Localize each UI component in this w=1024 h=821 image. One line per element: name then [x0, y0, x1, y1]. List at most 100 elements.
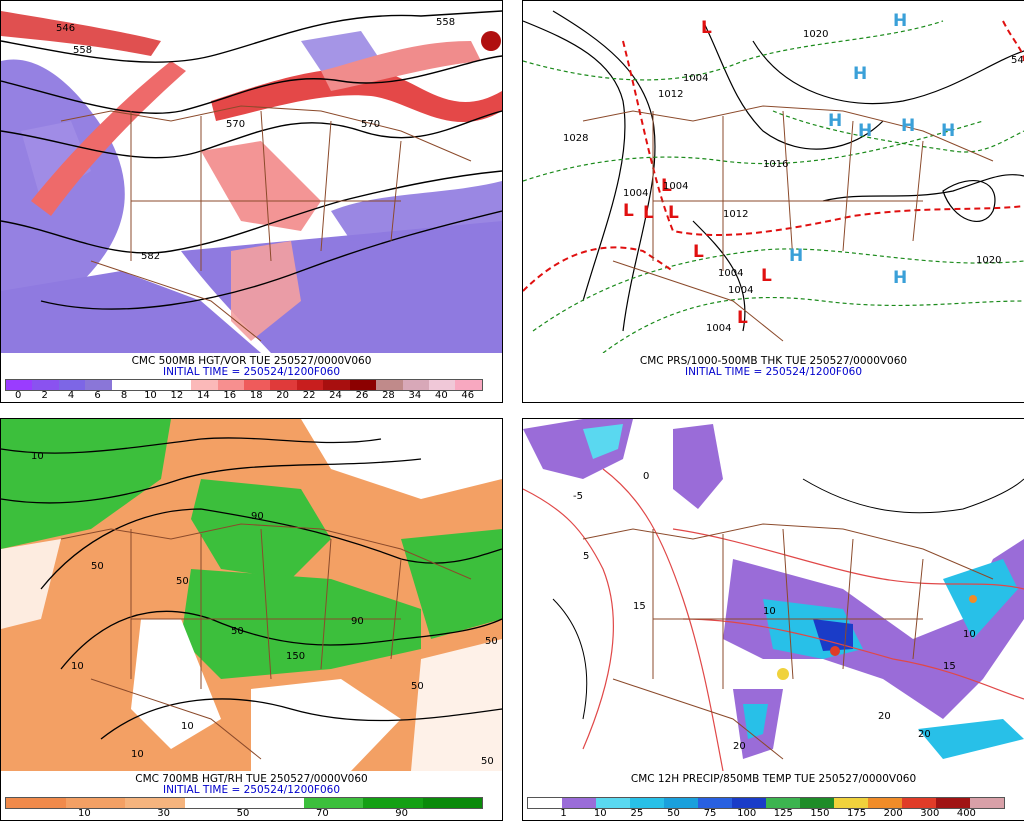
colorbar-tick-label: 300 — [920, 808, 940, 819]
high-symbol: H — [828, 111, 842, 131]
contour-label: 90 — [251, 511, 264, 522]
contour-label: -5 — [573, 491, 583, 502]
contour-label: 0 — [643, 471, 649, 482]
contour-label: 54 — [1011, 55, 1024, 66]
map-500mb-height-vorticity: 546 558 558 570 570 582 — [1, 1, 502, 353]
colorbar-swatch — [402, 380, 429, 390]
low-symbol: L — [761, 266, 772, 286]
colorbar-swatch — [562, 798, 596, 808]
colorbar-swatch — [65, 798, 125, 808]
contour-label: 90 — [351, 616, 364, 627]
colorbar-tick-label: 20 — [276, 390, 290, 401]
colorbar-swatch — [138, 380, 165, 390]
initial-time: INITIAL TIME = 250524/1200F060 — [684, 366, 863, 378]
colorbar-tick-label: 22 — [302, 390, 316, 401]
initial-time: INITIAL TIME = 250524/1200F060 — [162, 784, 341, 796]
colorbar-tick-label: 12 — [170, 390, 184, 401]
colorbar-tick-label: 34 — [408, 390, 422, 401]
rh-colorbar — [5, 797, 483, 809]
high-symbol: H — [893, 268, 907, 288]
contour-label: 1012 — [723, 209, 748, 220]
colorbar-swatch — [936, 798, 970, 808]
contour-label: 558 — [436, 17, 455, 28]
colorbar-swatch — [32, 380, 59, 390]
contour-label: 10 — [31, 451, 44, 462]
panel-title: CMC 500MB HGT/VOR TUE 250527/0000V060 — [131, 355, 372, 367]
colorbar-swatch — [244, 798, 304, 808]
colorbar-tick-label: 40 — [434, 390, 448, 401]
contour-label: 150 — [286, 651, 305, 662]
colorbar-tick-label: 100 — [737, 808, 757, 819]
contour-label: 582 — [141, 251, 160, 262]
colorbar-tick-label: 46 — [461, 390, 475, 401]
colorbar-tick-label: 125 — [773, 808, 793, 819]
colorbar-swatch — [970, 798, 1004, 808]
colorbar-tick-labels: 1 10 25 50 75 100 125 150 175 200 300 400 — [527, 808, 1003, 820]
contour-label: 20 — [918, 729, 931, 740]
initial-time: INITIAL TIME = 250524/1200F060 — [162, 366, 341, 378]
contour-label: 1004 — [728, 285, 753, 296]
contour-label: 50 — [176, 576, 189, 587]
low-symbol: L — [693, 242, 704, 262]
colorbar-tick-label: 150 — [810, 808, 830, 819]
colorbar-swatch — [217, 380, 244, 390]
colorbar-tick-label: 18 — [249, 390, 263, 401]
contour-label: 50 — [231, 626, 244, 637]
contour-label: 15 — [633, 601, 646, 612]
colorbar-tick-label: 2 — [41, 390, 48, 401]
colorbar-tick-label: 16 — [223, 390, 237, 401]
high-symbol: H — [901, 116, 915, 136]
colorbar-tick-label: 70 — [315, 808, 329, 819]
contour-label: 50 — [91, 561, 104, 572]
colorbar-tick-label: 25 — [630, 808, 644, 819]
contour-label: 20 — [733, 741, 746, 752]
colorbar-swatch — [422, 798, 482, 808]
high-symbol: H — [789, 246, 803, 266]
colorbar-swatch — [58, 380, 86, 390]
colorbar-tick-label: 6 — [94, 390, 101, 401]
panel-title: CMC PRS/1000-500MB THK TUE 250527/0000V0… — [639, 355, 908, 367]
colorbar-swatch — [868, 798, 902, 808]
contour-label: 50 — [411, 681, 424, 692]
map-precip-850temp: 20 15 10 20 10 5 0 -5 20 15 — [523, 419, 1024, 771]
colorbar-swatch — [902, 798, 936, 808]
low-symbol: L — [701, 18, 712, 38]
contour-label: 50 — [481, 756, 494, 767]
map-700mb-height-rh: 10 50 90 50 10 50 90 10 150 50 10 50 50 — [1, 419, 502, 771]
high-symbol: H — [893, 11, 907, 31]
colorbar-swatch — [270, 380, 297, 390]
contour-label: 15 — [943, 661, 956, 672]
colorbar-swatch — [596, 798, 630, 808]
colorbar-swatch — [323, 380, 350, 390]
colorbar-tick-label: 50 — [236, 808, 250, 819]
colorbar-swatch — [363, 798, 423, 808]
colorbar-tick-label: 400 — [956, 808, 976, 819]
colorbar-tick-label: 26 — [355, 390, 369, 401]
colorbar-tick-label: 24 — [329, 390, 342, 401]
colorbar-swatch — [111, 380, 139, 390]
contour-label: 1012 — [658, 89, 683, 100]
colorbar-swatch — [630, 798, 664, 808]
contour-label: 1004 — [663, 181, 688, 192]
colorbar-swatch — [303, 798, 363, 808]
colorbar-swatch — [732, 798, 766, 808]
low-symbol: L — [643, 203, 654, 223]
colorbar-tick-labels: 10 30 50 70 90 — [5, 808, 481, 820]
precip-colorbar — [527, 797, 1005, 809]
panel-precip-850temp: 20 15 10 20 10 5 0 -5 20 15 CMC 12H PREC… — [522, 418, 1024, 821]
panel-pressure-thickness: L H H H H H H H H L L L L L L L 1020 100… — [522, 0, 1024, 403]
colorbar-swatch — [6, 798, 66, 808]
colorbar-tick-label: 175 — [846, 808, 867, 819]
contour-label: 1004 — [718, 268, 743, 279]
contour-label: 10 — [71, 661, 84, 672]
contour-label: 5 — [583, 551, 589, 562]
colorbar-swatch — [6, 380, 33, 390]
contour-label: 570 — [226, 119, 245, 130]
colorbar-tick-label: 14 — [196, 390, 210, 401]
colorbar-swatch — [834, 798, 868, 808]
panel-500mb-height-vorticity: 546 558 558 570 570 582 CMC 500MB HGT/VO… — [0, 0, 503, 403]
colorbar-swatch — [376, 380, 403, 390]
vorticity-colorbar — [5, 379, 483, 391]
colorbar-tick-labels: 0 2 4 6 8 10 12 14 16 18 20 22 24 26 28 34 40 46 — [5, 390, 481, 402]
colorbar-swatch — [528, 798, 562, 808]
